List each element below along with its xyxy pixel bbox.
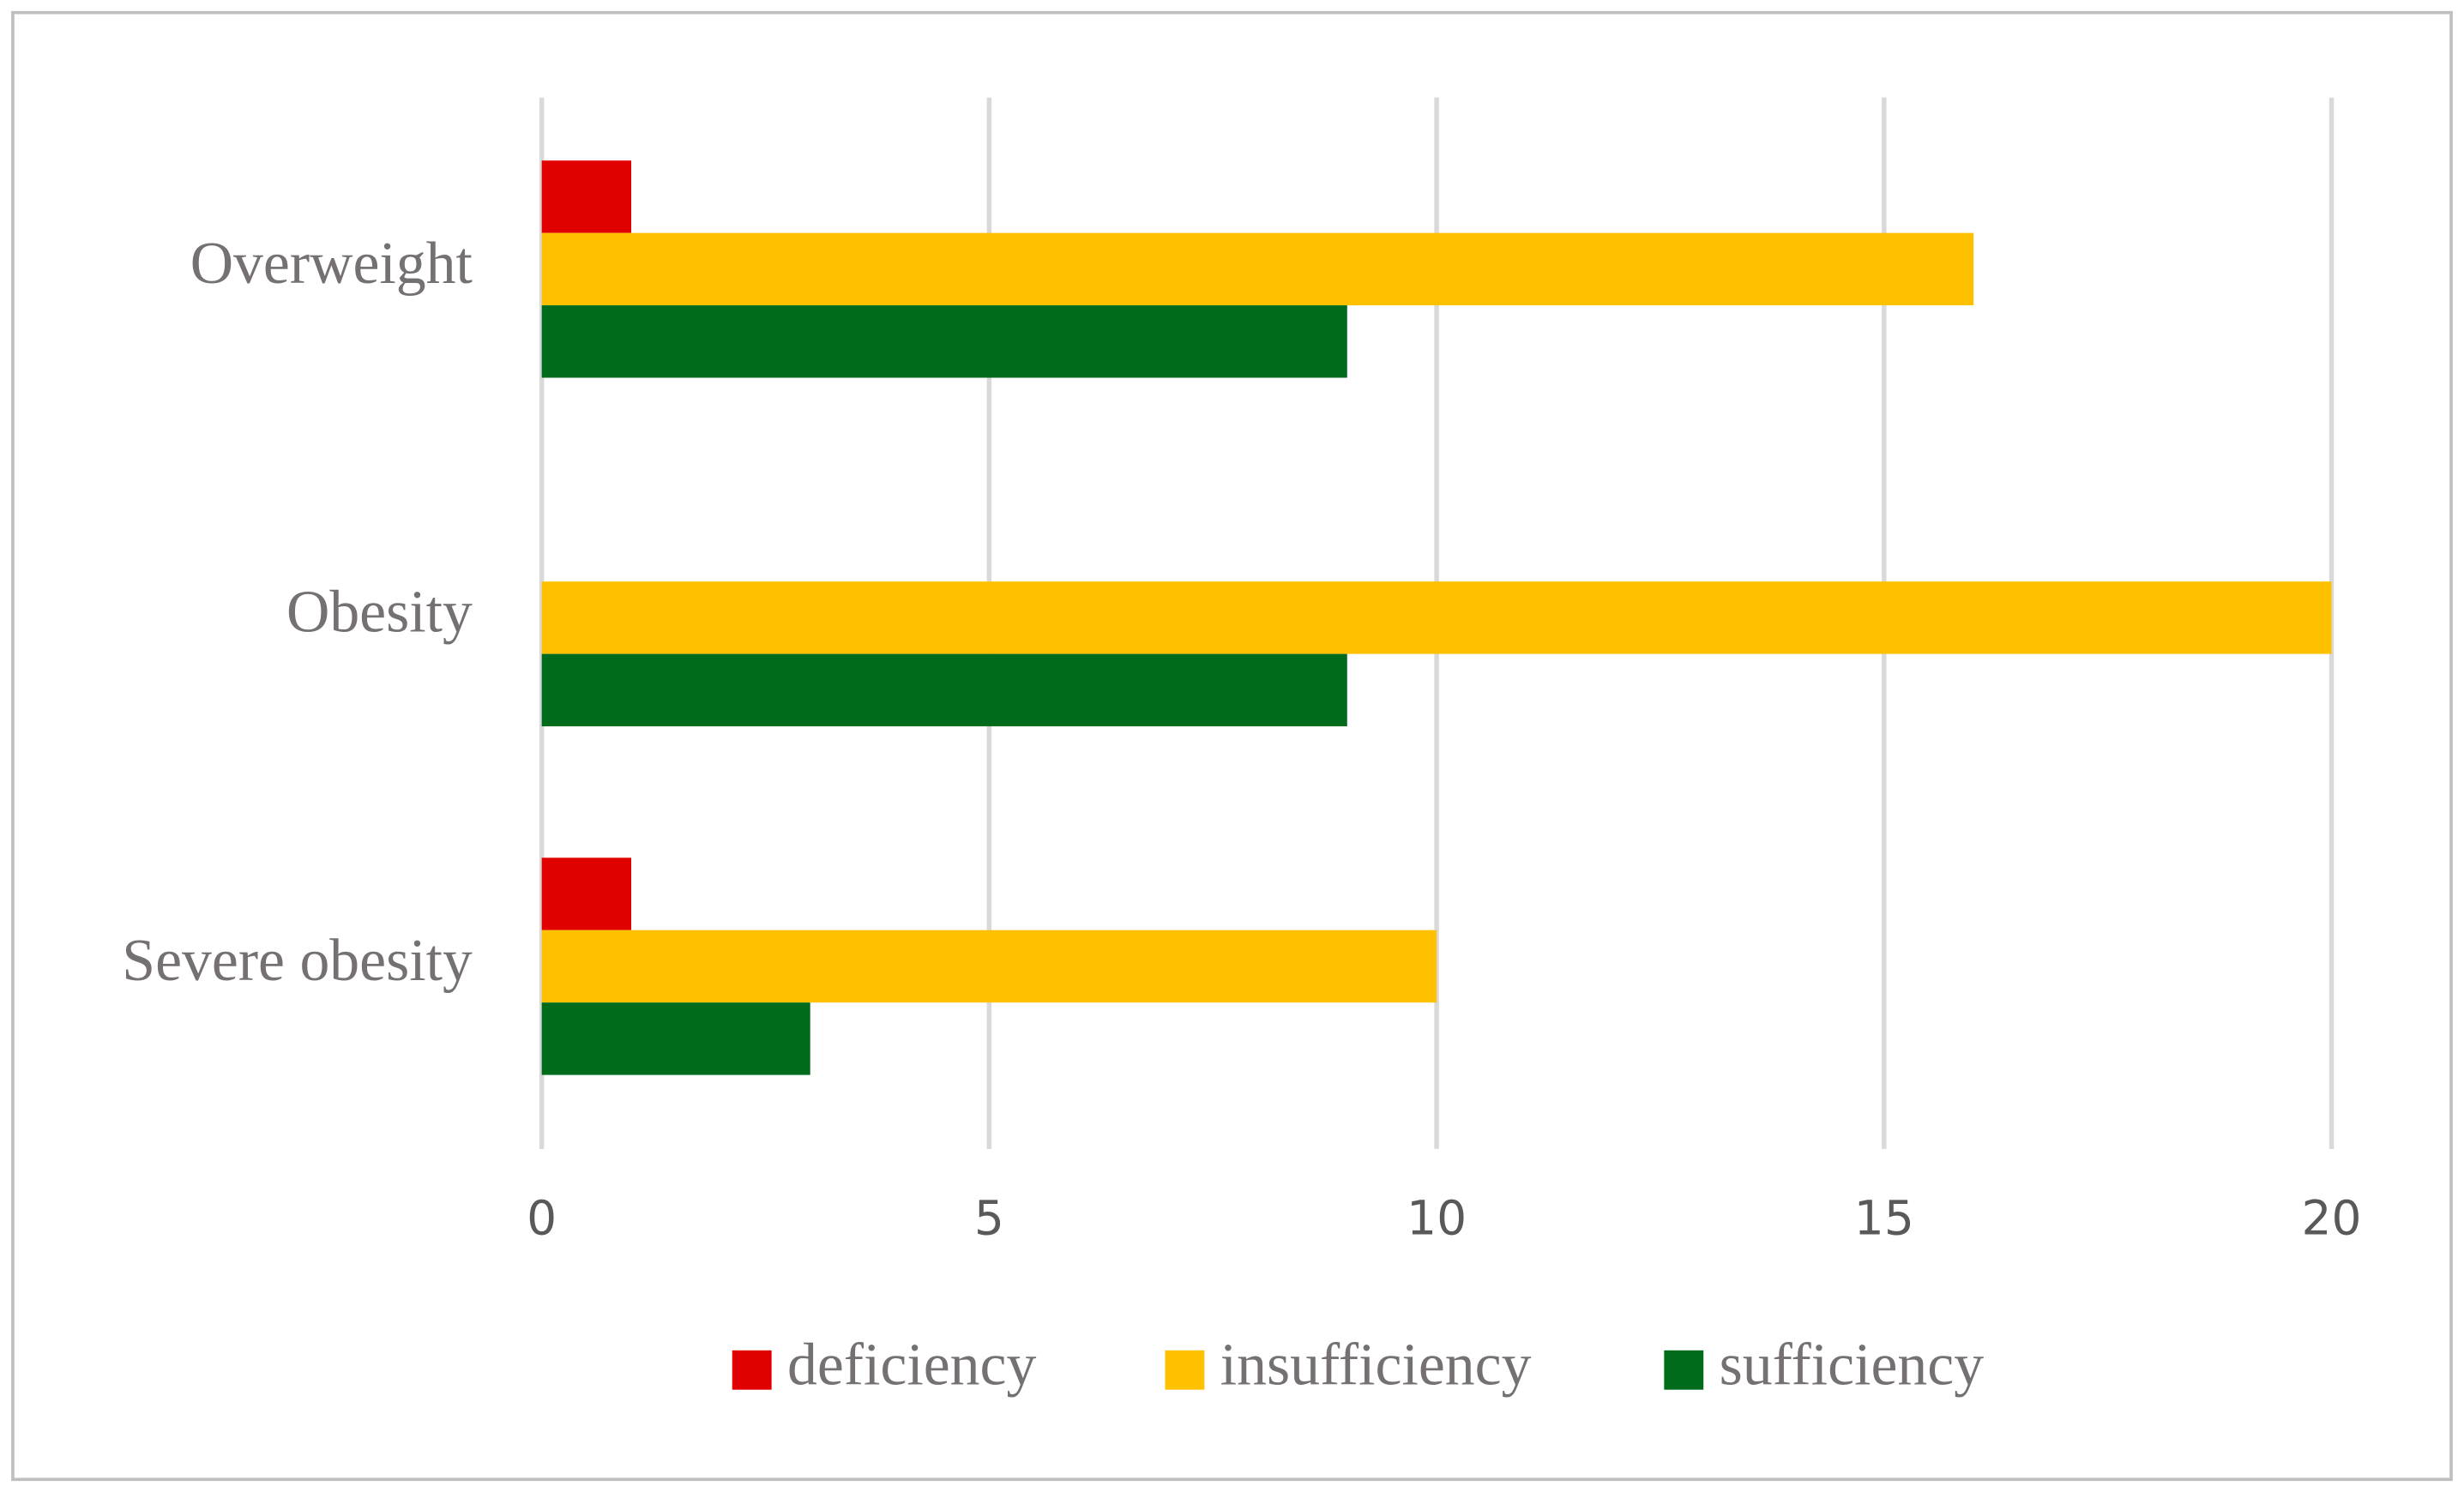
y-tick-label: Overweight <box>190 231 473 297</box>
legend-swatch <box>732 1350 772 1390</box>
bar <box>541 857 632 930</box>
x-tick-label: 0 <box>527 1190 557 1245</box>
legend-label: deficiency <box>787 1333 1037 1399</box>
legend-label: sufficiency <box>1720 1333 1985 1399</box>
x-tick-label: 20 <box>2302 1190 2362 1245</box>
bar <box>541 232 1974 306</box>
bar <box>541 653 1347 727</box>
y-tick-label: Severe obesity <box>122 928 473 994</box>
legend-swatch <box>1664 1350 1704 1390</box>
legend-label: insufficiency <box>1220 1333 1532 1399</box>
x-tick-label: 10 <box>1407 1190 1467 1245</box>
bar <box>541 1002 810 1075</box>
bar <box>541 305 1347 378</box>
x-tick-label: 5 <box>974 1190 1004 1245</box>
bar <box>541 160 632 233</box>
bar <box>541 581 2332 654</box>
bar <box>541 929 1437 1003</box>
x-tick-label: 15 <box>1854 1190 1914 1245</box>
y-tick-label: Obesity <box>286 579 473 645</box>
legend-swatch <box>1165 1350 1205 1390</box>
